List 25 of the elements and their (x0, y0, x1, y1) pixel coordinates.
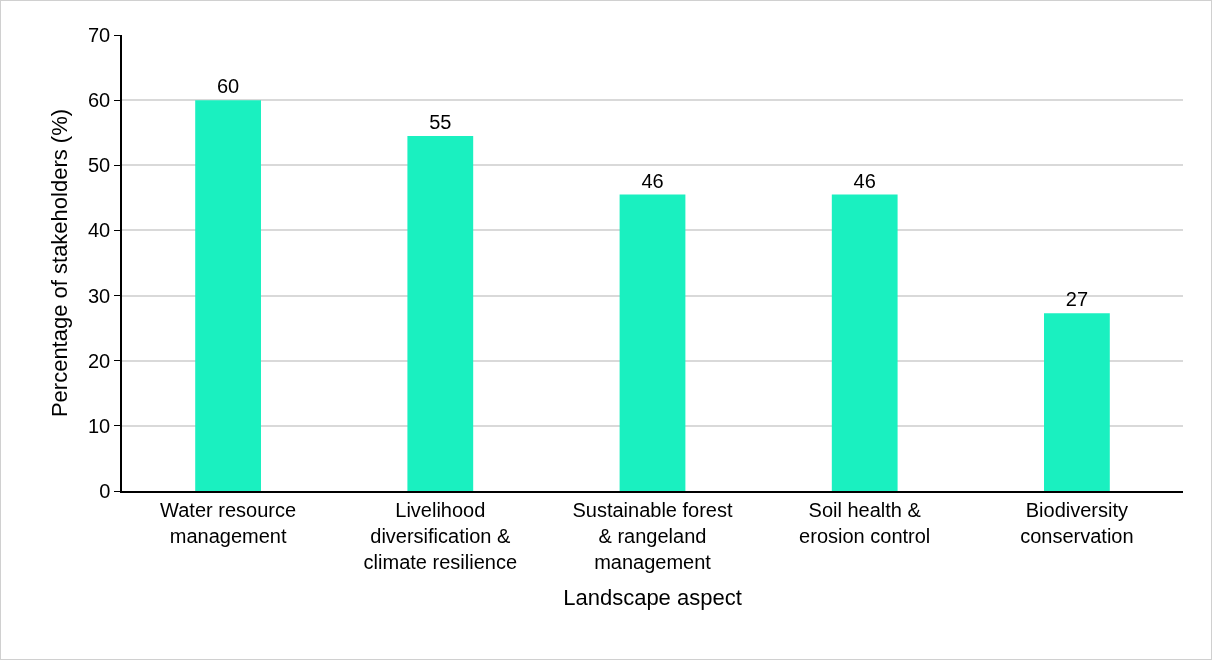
y-axis-title: Percentage of stakeholders (%) (47, 108, 73, 418)
bar (407, 135, 474, 491)
bar (1044, 313, 1110, 491)
y-tick-label: 50 (88, 154, 111, 177)
bar (195, 100, 261, 491)
y-tick-label: 20 (88, 349, 111, 372)
y-tick-label: 70 (88, 24, 111, 46)
bar (831, 194, 898, 491)
y-tick-label: 0 (99, 480, 111, 502)
x-tick-label: Soil health & erosion control (799, 498, 931, 547)
x-tick-label: Livelihood diversification & climate resilience (363, 498, 517, 573)
data-label: 55 (429, 110, 452, 133)
data-label: 46 (641, 169, 664, 192)
data-label: 60 (216, 75, 240, 98)
x-tick-label: Water resource management (160, 498, 297, 547)
x-tick-label: Biodiversity conservation (1020, 498, 1134, 547)
data-label: 46 (853, 169, 876, 192)
y-tick-label: 60 (88, 89, 111, 112)
y-tick-label: 40 (88, 219, 111, 242)
y-tick-label: 30 (88, 284, 111, 307)
y-tick-label: 10 (88, 414, 111, 437)
bar (619, 194, 686, 491)
data-label: 27 (1065, 288, 1089, 311)
x-tick-label: Sustainable forest & rangeland management (572, 498, 733, 573)
x-axis-title: Landscape aspect (563, 585, 742, 611)
